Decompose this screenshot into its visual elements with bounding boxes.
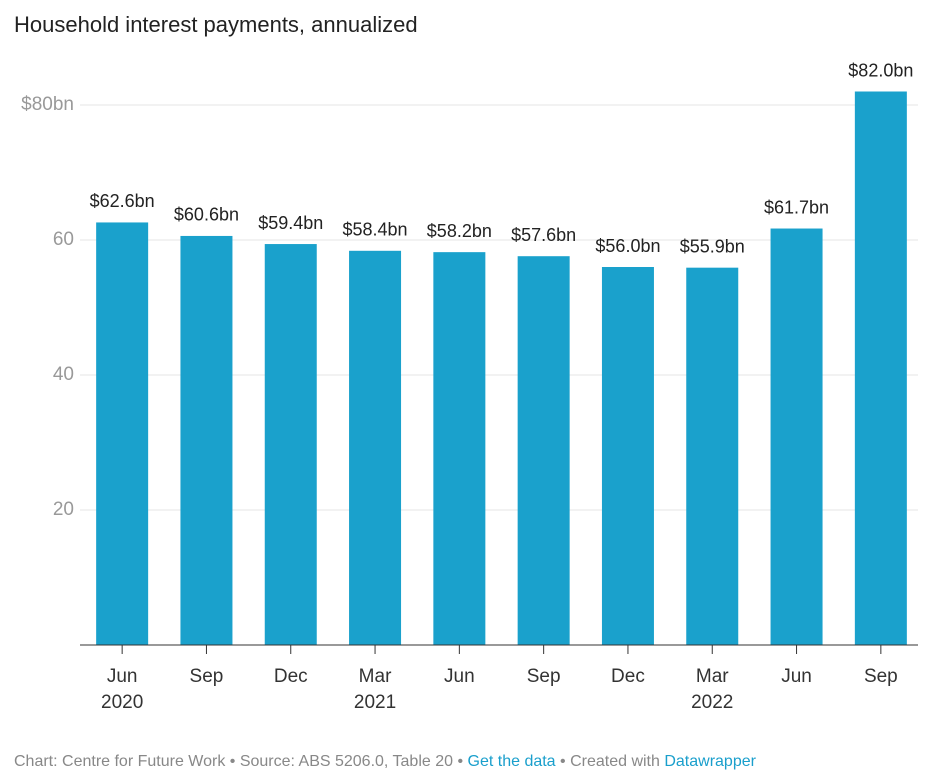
bar [264, 244, 317, 646]
x-tick-label: Sep [864, 666, 898, 687]
x-tick-label: Jun [107, 666, 138, 687]
get-data-link[interactable]: Get the data [468, 753, 556, 770]
value-label: $57.6bn [511, 225, 576, 245]
value-label: $59.4bn [258, 213, 323, 233]
bar [770, 228, 823, 645]
value-label: $61.7bn [764, 197, 829, 217]
x-tick-label: Dec [274, 666, 308, 687]
x-tick-label: Jun [781, 666, 812, 687]
value-label: $58.2bn [427, 221, 492, 241]
bar [517, 256, 570, 645]
bar [180, 235, 233, 645]
chart-title: Household interest payments, annualized [14, 12, 418, 37]
value-label: $55.9bn [680, 236, 745, 256]
x-tick-label: Mar [359, 666, 392, 687]
value-label: $58.4bn [343, 220, 408, 240]
value-label: $60.6bn [174, 205, 239, 225]
x-tick-sublabel: 2020 [101, 692, 143, 713]
value-label: $62.6bn [90, 191, 155, 211]
value-label: $56.0bn [595, 236, 660, 256]
y-tick-label: 40 [53, 364, 74, 385]
x-tick-label: Sep [190, 666, 224, 687]
bar [686, 267, 739, 645]
x-tick-label: Mar [696, 666, 729, 687]
datawrapper-link[interactable]: Datawrapper [664, 753, 756, 770]
y-tick-label: 60 [53, 229, 74, 250]
x-tick-sublabel: 2022 [691, 692, 733, 713]
x-tick-label: Sep [527, 666, 561, 687]
bar [96, 222, 149, 645]
bar [349, 250, 402, 646]
value-label: $82.0bn [848, 60, 913, 80]
x-tick-sublabel: 2021 [354, 692, 396, 713]
footer: Chart: Centre for Future Work • Source: … [14, 753, 757, 770]
y-tick-label: $80bn [21, 94, 74, 115]
y-tick-label: 20 [53, 499, 74, 520]
bar [854, 91, 907, 645]
x-tick-label: Dec [611, 666, 645, 687]
x-tick-label: Jun [444, 666, 475, 687]
footer-text: • Created with [556, 753, 665, 770]
footer-text: Chart: Centre for Future Work • Source: … [14, 753, 468, 770]
bar [601, 267, 654, 645]
bar [433, 252, 486, 645]
